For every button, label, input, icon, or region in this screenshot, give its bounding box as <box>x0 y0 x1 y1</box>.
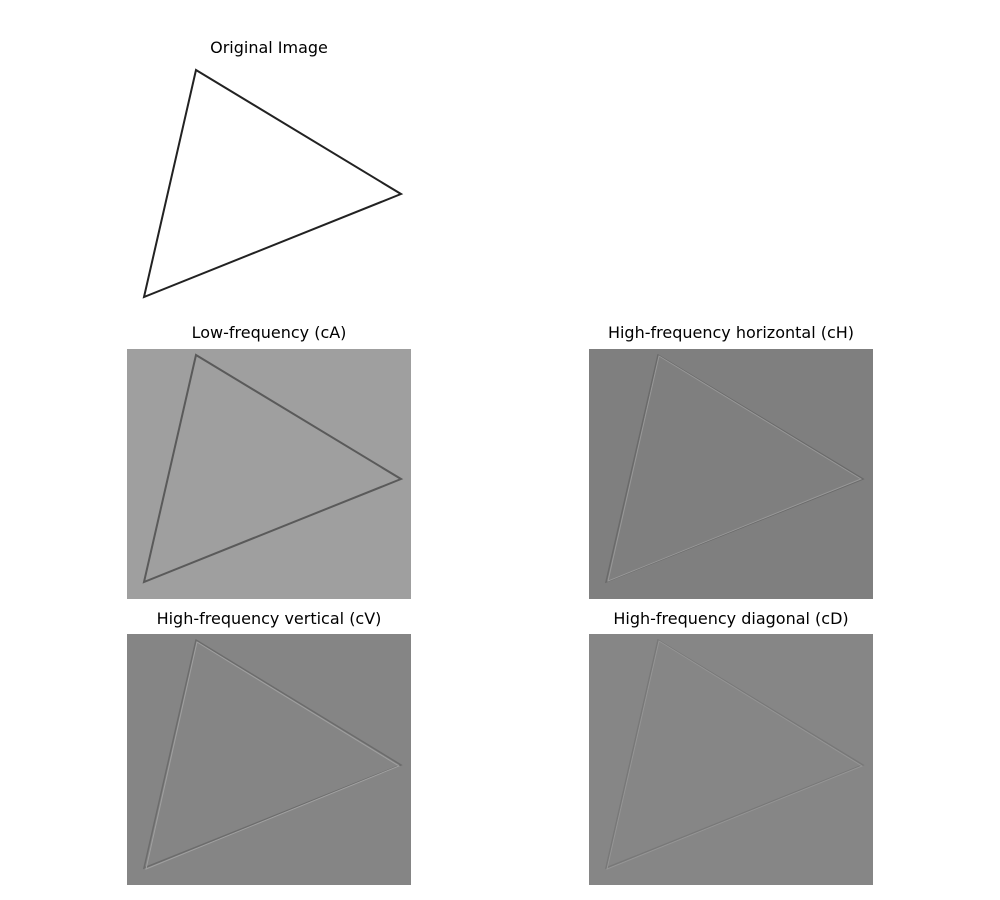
panel-image <box>127 634 411 885</box>
panel-cd: High-frequency diagonal (cD) <box>589 609 873 885</box>
triangle-edge-highlight <box>145 641 401 870</box>
panel-title: High-frequency vertical (cV) <box>156 609 382 628</box>
panel-cv: High-frequency vertical (cV) <box>127 609 411 885</box>
panel-ch: High-frequency horizontal (cH) <box>589 323 873 599</box>
image-background <box>127 349 411 599</box>
triangle-edge-highlight <box>606 640 864 870</box>
panel-image <box>127 349 411 599</box>
triangle-outline <box>142 638 403 870</box>
panel-title: High-frequency horizontal (cH) <box>607 323 855 342</box>
panel-image <box>589 634 873 885</box>
image-background <box>589 634 873 885</box>
image-background <box>127 64 411 304</box>
original-image <box>127 64 411 304</box>
panel-original: Original Image <box>127 38 411 304</box>
image-background <box>589 349 873 599</box>
image-background <box>127 634 411 885</box>
ch-image <box>589 349 873 599</box>
panel-title: Original Image <box>210 38 328 57</box>
triangle-outline <box>142 353 404 584</box>
panel-image <box>127 64 411 304</box>
triangle-edge-highlight <box>607 355 863 582</box>
triangle-outline <box>604 638 865 870</box>
panel-title: Low-frequency (cA) <box>191 323 347 342</box>
panel-image <box>589 349 873 599</box>
panel-ca: Low-frequency (cA) <box>127 323 411 599</box>
panel-title: High-frequency diagonal (cD) <box>613 609 849 628</box>
ca-image <box>127 349 411 599</box>
triangle-outline <box>142 68 404 299</box>
cv-image <box>127 634 411 885</box>
cd-image <box>589 634 873 885</box>
